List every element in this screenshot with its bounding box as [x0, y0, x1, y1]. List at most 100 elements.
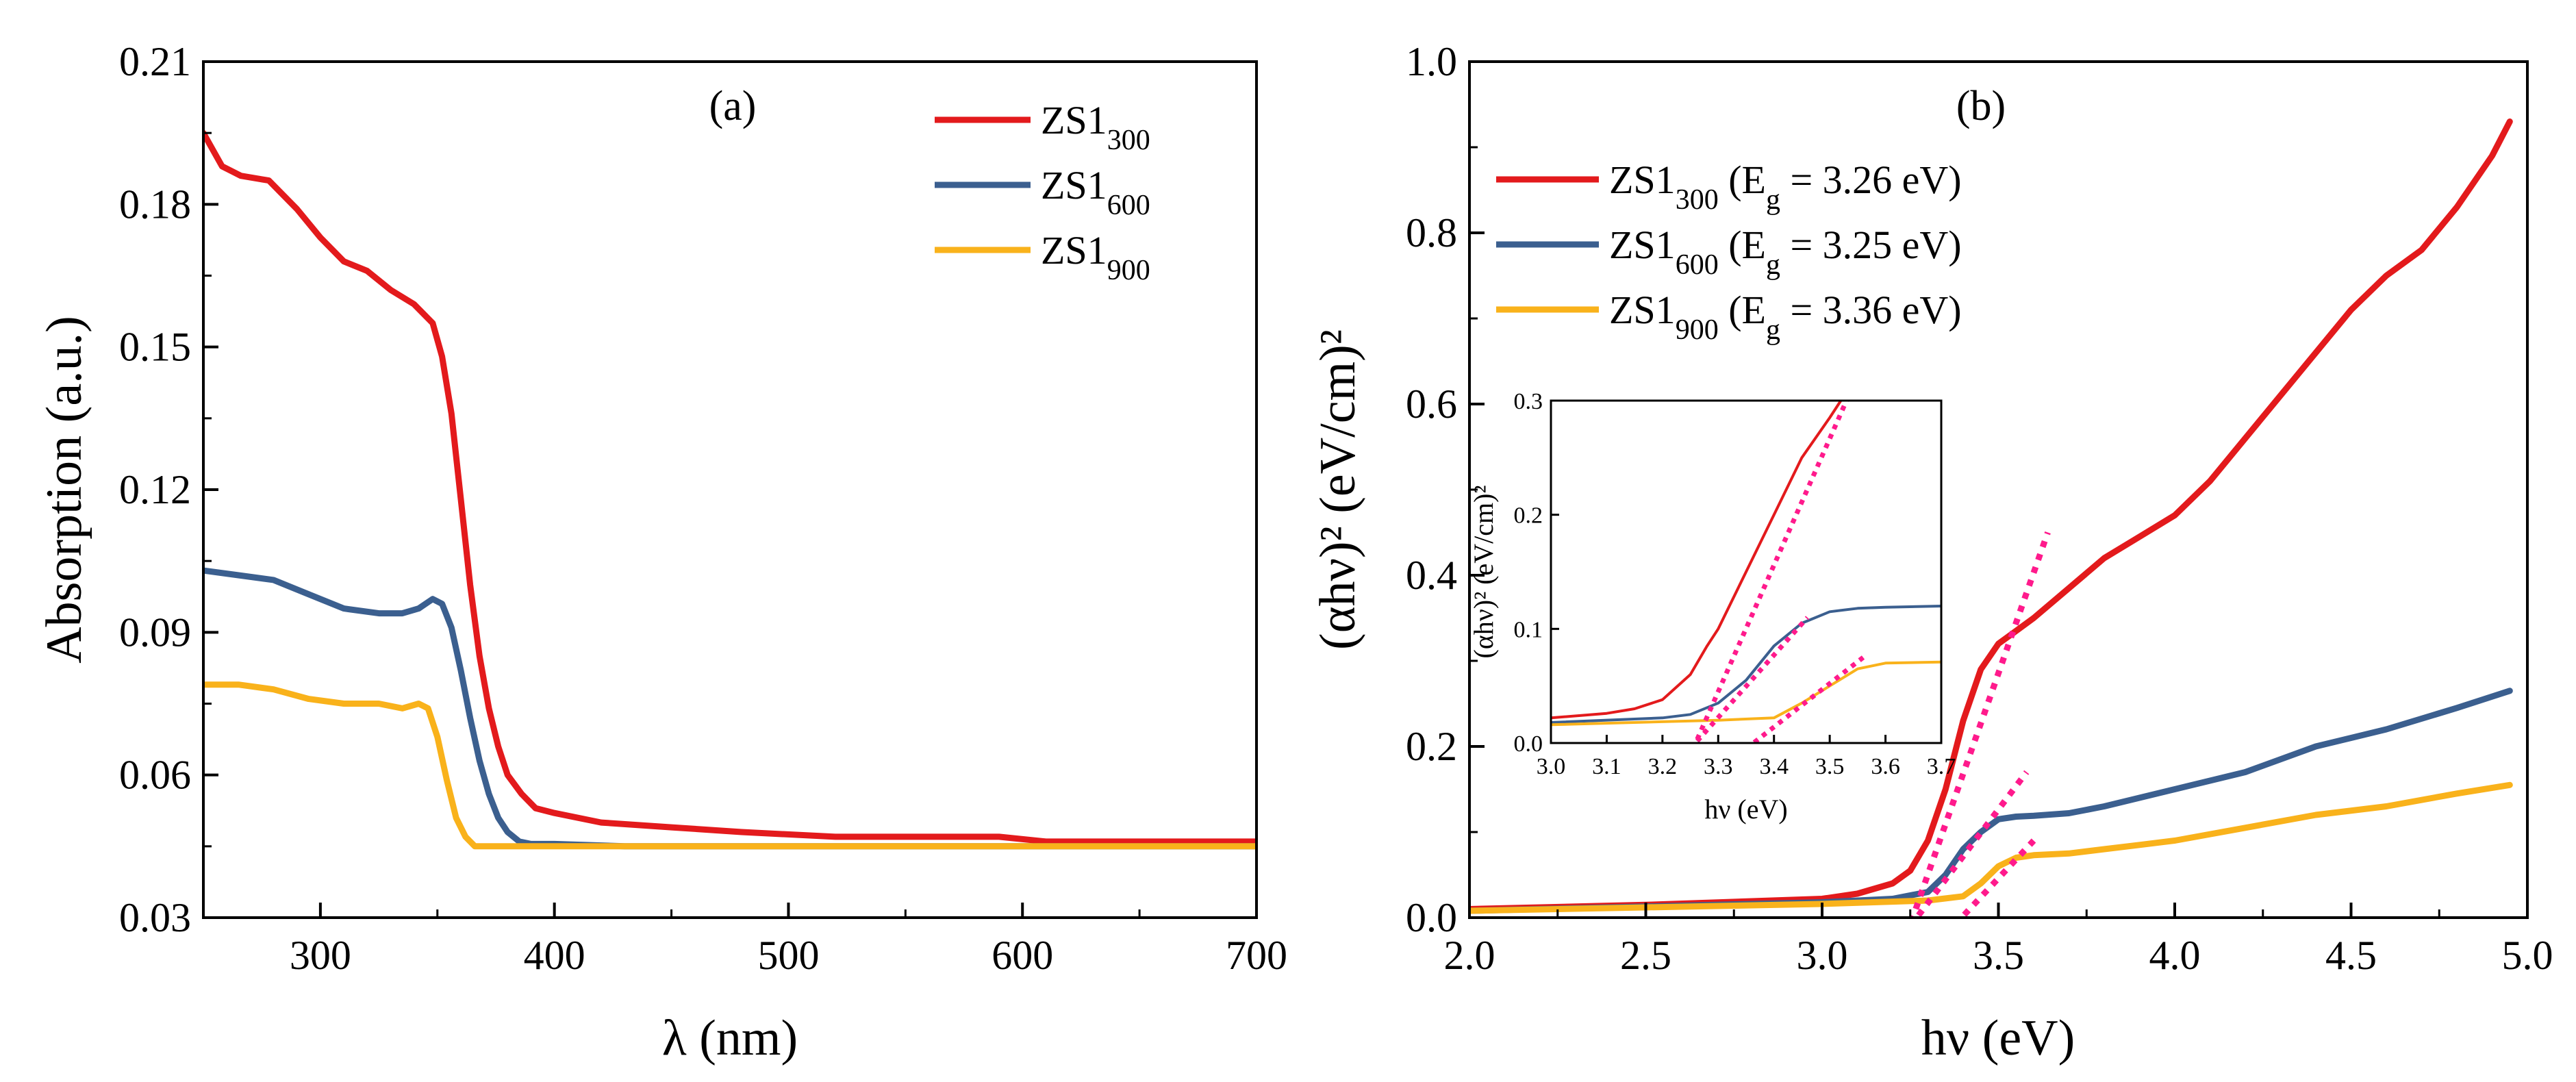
panel-b-legend-label-300: ZS1300 (Eg = 3.26 eV) [1609, 158, 1962, 216]
inset-ticks: 3.0 3.1 3.2 3.3 3.4 3.5 3.6 3.7 0.0 0.1 0.2 0.3 [1514, 389, 1956, 779]
inset-ytick-label: 0.3 [1514, 389, 1543, 414]
panel-a-series-group [203, 129, 1257, 850]
panel-a-xtick-label: 300 [290, 933, 351, 978]
legend-subscript: 600 [1676, 249, 1719, 281]
panel-b-tangent-fit-line [1909, 531, 2051, 918]
panel-b-xtick-label: 3.0 [1797, 933, 1848, 978]
panel-b-ytick-label: 0.2 [1406, 724, 1457, 769]
legend-subscript: 900 [1676, 314, 1719, 346]
inset-frame [1550, 399, 1943, 744]
panel-b-legend-label-900: ZS1900 (Eg = 3.36 eV) [1609, 288, 1962, 346]
panel-a-series-600 [203, 567, 1257, 850]
panel-a-absorption-chart: 300 400 500 600 700 0.03 0.06 0.09 0.12 0.15 0.18 0… [36, 39, 1287, 1066]
inset-xtick-label: 3.0 [1537, 754, 1566, 779]
legend-subscript: 600 [1107, 190, 1150, 221]
panel-b-tangent-fits [1909, 531, 2051, 918]
legend-eg-prefix: (E [1719, 223, 1766, 267]
panel-a-y-axis-label: Absorption (a.u.) [36, 316, 92, 664]
legend-subscript: 300 [1676, 184, 1719, 216]
inset-xtick-label: 3.5 [1815, 754, 1845, 779]
panel-b-ytick-label: 0.6 [1406, 381, 1457, 427]
panel-a-legend-label-900: ZS1900 [1041, 228, 1150, 286]
panel-a-series-900 [203, 681, 1257, 850]
panel-b-ytick-label: 1.0 [1406, 39, 1457, 84]
panel-b-y-axis-label: (αhν)² (eV/cm)² [1310, 329, 1366, 650]
legend-eg-prefix: (E [1719, 288, 1766, 332]
panel-a-ytick-label: 0.03 [119, 895, 191, 940]
legend-eg-value: = 3.36 eV) [1780, 288, 1962, 332]
legend-eg-value: = 3.26 eV) [1780, 158, 1962, 202]
panel-b-x-axis-label: hν (eV) [1921, 1010, 2075, 1066]
panel-b-series-900 [1469, 781, 2513, 914]
panel-b-ticks: 2.0 2.5 3.0 3.5 4.0 4.5 5.0 0.0 0.2 0.4 0.6 0.8 1.0 [1406, 39, 2553, 978]
legend-name: ZS1 [1041, 163, 1107, 207]
inset-ytick-label: 0.1 [1514, 617, 1543, 642]
panel-a-ytick-label: 0.09 [119, 609, 191, 655]
panel-b-ytick-label: 0.0 [1406, 895, 1457, 940]
panel-b-xtick-label: 2.0 [1444, 933, 1495, 978]
inset-tangent-fit-line [1749, 655, 1865, 743]
inset-x-axis-label: hν (eV) [1704, 794, 1787, 825]
panel-a-ytick-label: 0.06 [119, 753, 191, 798]
panel-b-xtick-label: 5.0 [2502, 933, 2553, 978]
panel-b-tauc-plot: 2.0 2.5 3.0 3.5 4.0 4.5 5.00.00.20.40.60.81.0 … [1310, 39, 2553, 1066]
panel-b-xtick-label: 3.5 [1973, 933, 2024, 978]
legend-subscript: 300 [1107, 125, 1150, 156]
inset-ytick-label: 0.2 [1514, 503, 1543, 529]
panel-b-xtick-label: 2.5 [1620, 933, 1671, 978]
inset-tangent-fit-line [1692, 616, 1810, 743]
panel-a-xtick-label: 700 [1226, 933, 1287, 978]
panel-b-label: (b) [1956, 83, 2006, 129]
legend-name: ZS1 [1609, 223, 1676, 267]
legend-name: ZS1 [1609, 158, 1676, 202]
legend-eg-subscript: g [1766, 314, 1780, 346]
panel-b-legend-label-600: ZS1600 (Eg = 3.25 eV) [1609, 223, 1962, 281]
inset-tangent-fits [1692, 401, 1865, 743]
panel-a-x-axis-label: λ (nm) [662, 1010, 798, 1066]
legend-eg-subscript: g [1766, 184, 1780, 216]
panel-b-series-300 [1469, 118, 2513, 912]
panel-b-ytick-label: 0.4 [1406, 553, 1457, 598]
inset-y-axis-label: (αhν)² (eV/cm)² [1468, 486, 1499, 659]
inset-ytick-label: 0.0 [1514, 731, 1543, 757]
panel-b-xtick-label: 4.5 [2325, 933, 2377, 978]
panel-b-series-group [1469, 118, 2513, 914]
panel-a-xtick-label: 400 [524, 933, 585, 978]
panel-a-series-300 [203, 129, 1257, 845]
inset-series-line [1551, 660, 1941, 727]
legend-eg-value: = 3.25 eV) [1780, 223, 1962, 267]
panel-a-legend-label-600: ZS1600 [1041, 163, 1150, 221]
inset-series-line [1551, 401, 1843, 720]
legend-eg-prefix: (E [1719, 158, 1766, 202]
panel-a-label: (a) [709, 83, 757, 129]
panel-a-ytick-label: 0.21 [119, 39, 191, 84]
inset-series-line [1551, 605, 1941, 724]
inset-xtick-label: 3.6 [1871, 754, 1900, 779]
inset-series-group [1551, 401, 1941, 727]
panel-a-legend-label-300: ZS1300 [1041, 98, 1150, 156]
panel-a-ytick-label: 0.15 [119, 325, 191, 370]
legend-name: ZS1 [1041, 228, 1107, 273]
panel-b-ytick-label: 0.8 [1406, 210, 1457, 255]
panel-b-series-600 [1469, 688, 2513, 914]
inset-xtick-label: 3.4 [1759, 754, 1789, 779]
panel-a-ytick-label: 0.18 [119, 181, 191, 227]
legend-name: ZS1 [1609, 288, 1676, 332]
legend-eg-subscript: g [1766, 249, 1780, 281]
panel-b-tangent-fit-line [1912, 770, 2030, 918]
inset-xtick-label: 3.7 [1927, 754, 1956, 779]
inset-xtick-label: 3.3 [1704, 754, 1733, 779]
panel-b-inset: 3.0 3.1 3.2 3.3 3.4 3.5 3.6 3.7 0.0 0.1 0.2 0.3 hν … [1468, 389, 1956, 825]
panel-b-legend: ZS1300 (Eg = 3.26 eV)ZS1600 (Eg = 3.25 e… [1496, 158, 1962, 346]
panel-a-xtick-label: 500 [757, 933, 819, 978]
inset-tangent-fit-line [1693, 401, 1849, 743]
panel-a-ticks: 300 400 500 600 700 0.03 0.06 0.09 0.12 0.15 0.18 0… [119, 39, 1287, 978]
legend-subscript: 900 [1107, 255, 1150, 286]
panel-a-xtick-label: 600 [992, 933, 1053, 978]
inset-xtick-label: 3.1 [1592, 754, 1621, 779]
panel-b-xtick-label: 4.0 [2149, 933, 2201, 978]
inset-xtick-label: 3.2 [1648, 754, 1678, 779]
legend-name: ZS1 [1041, 98, 1107, 142]
